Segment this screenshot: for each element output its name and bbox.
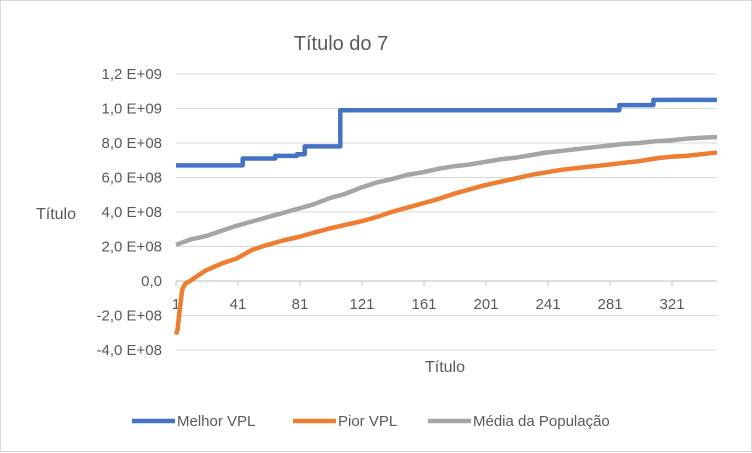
x-tick-label: 321 <box>660 296 685 313</box>
x-axis-label: Título <box>425 359 465 376</box>
x-tick-label: 241 <box>536 296 561 313</box>
x-tick-label: 81 <box>292 296 309 313</box>
x-axis-ticks: 1 41 81 121 161 201 241 281 321 <box>172 281 685 313</box>
y-tick-label: 1,2 E+09 <box>102 66 162 83</box>
y-tick-label: 2,0 E+08 <box>102 239 162 256</box>
y-tick-label: 6,0 E+08 <box>102 170 162 187</box>
y-axis-label: Título <box>36 206 76 223</box>
x-tick-label: 161 <box>412 296 437 313</box>
gridlines <box>176 73 717 351</box>
legend-label: Melhor VPL <box>177 413 255 430</box>
legend-label: Pior VPL <box>338 413 397 430</box>
x-tick-label: 41 <box>230 296 247 313</box>
series-lines <box>173 97 718 336</box>
legend-label: Média da População <box>473 413 610 430</box>
x-tick-label: 121 <box>350 296 375 313</box>
chart-title: Título do 7 <box>294 33 389 55</box>
series-line-1 <box>176 97 717 168</box>
y-tick-label: 8,0 E+08 <box>102 135 162 152</box>
y-tick-label: -4,0 E+08 <box>97 342 162 359</box>
legend: Melhor VPL Pior VPL Média da População <box>132 413 610 430</box>
series-line-2 <box>173 150 718 336</box>
y-tick-label: 0,0 <box>141 273 162 290</box>
y-tick-label: 1,0 E+09 <box>102 101 162 118</box>
y-axis-ticks: 1,2 E+09 1,0 E+09 8,0 E+08 6,0 E+08 4,0 E+08… <box>97 66 162 359</box>
y-tick-label: 4,0 E+08 <box>102 204 162 221</box>
x-tick-label: 281 <box>598 296 623 313</box>
x-tick-label: 201 <box>474 296 499 313</box>
y-tick-label: -2,0 E+08 <box>97 308 162 325</box>
series-line-3 <box>175 134 718 247</box>
x-tick-label: 1 <box>172 296 180 313</box>
